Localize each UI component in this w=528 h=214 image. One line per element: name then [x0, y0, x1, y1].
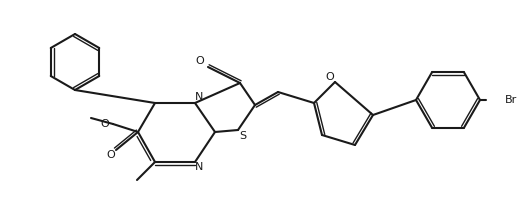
Text: O: O: [101, 119, 109, 129]
Text: O: O: [196, 56, 204, 66]
Text: O: O: [326, 72, 334, 82]
Text: S: S: [239, 131, 247, 141]
Text: Br: Br: [505, 95, 517, 105]
Text: N: N: [195, 162, 203, 172]
Text: O: O: [107, 150, 116, 160]
Text: N: N: [195, 92, 203, 102]
